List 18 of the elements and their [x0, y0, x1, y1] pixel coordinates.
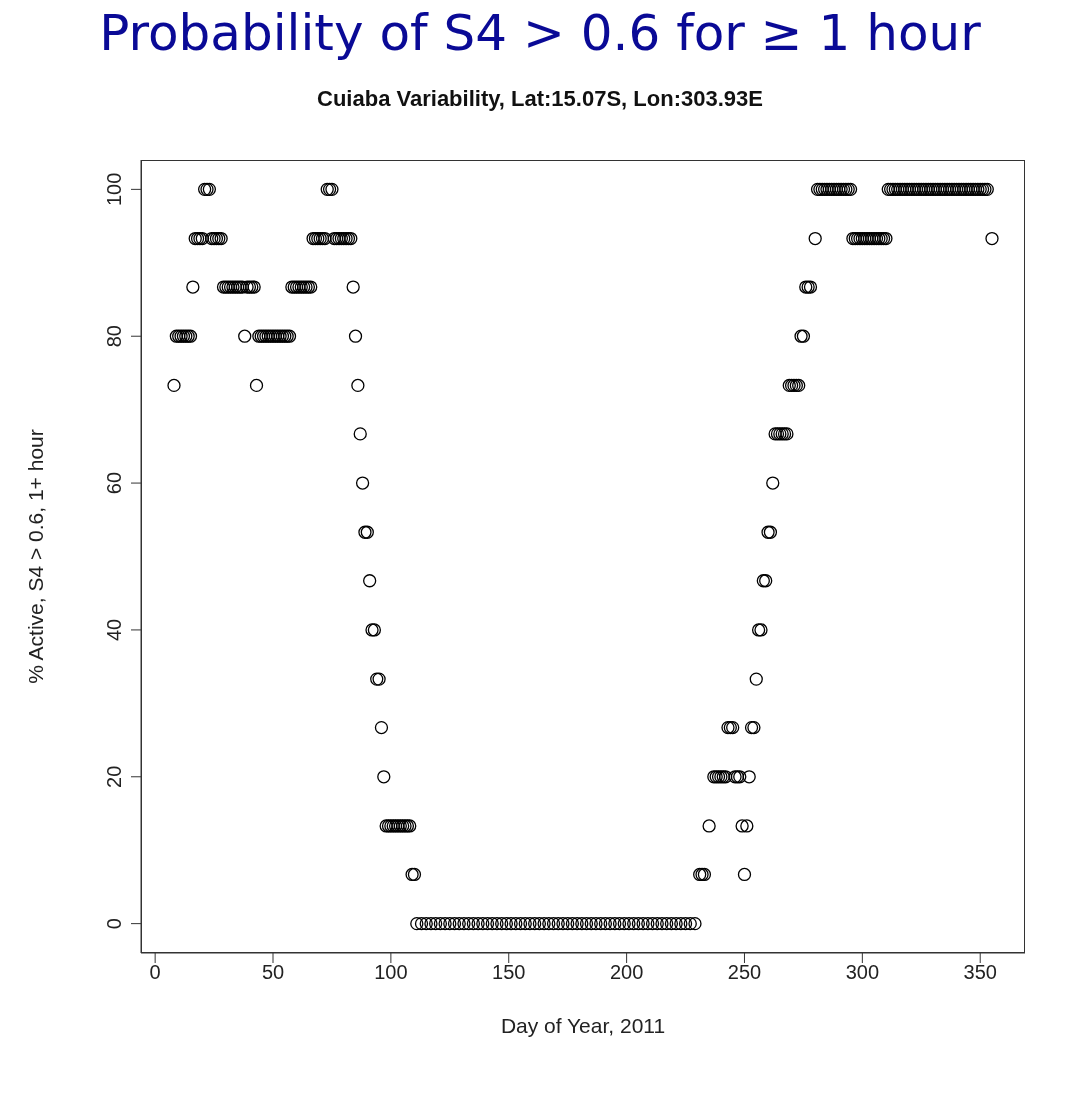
y-tick-label: 100 — [103, 172, 125, 207]
chart-title: Probability of S4 > 0.6 for ≥ 1 hour — [98, 4, 982, 62]
x-tick-label: 100 — [374, 961, 408, 984]
x-tick-label: 200 — [609, 961, 644, 984]
y-tick-label: 0 — [103, 918, 125, 930]
y-axis-title: % Active, S4 > 0.6, 1+ hour — [24, 429, 48, 684]
x-axis-title: Day of Year, 2011 — [500, 1014, 666, 1037]
y-tick-label: 40 — [103, 618, 125, 642]
x-tick-label: 50 — [261, 961, 285, 984]
x-tick-label: 150 — [492, 961, 526, 984]
x-tick-label: 250 — [727, 961, 762, 984]
y-tick-label: 80 — [103, 325, 125, 348]
y-tick-label: 20 — [103, 765, 125, 788]
x-tick-label: 350 — [963, 961, 997, 984]
y-tick-label: 60 — [103, 471, 125, 495]
chart-subtitle: Cuiaba Variability, Lat:15.07S, Lon:303.93E — [316, 86, 764, 112]
x-tick-label: 0 — [149, 961, 161, 984]
x-tick-label: 300 — [845, 961, 880, 984]
